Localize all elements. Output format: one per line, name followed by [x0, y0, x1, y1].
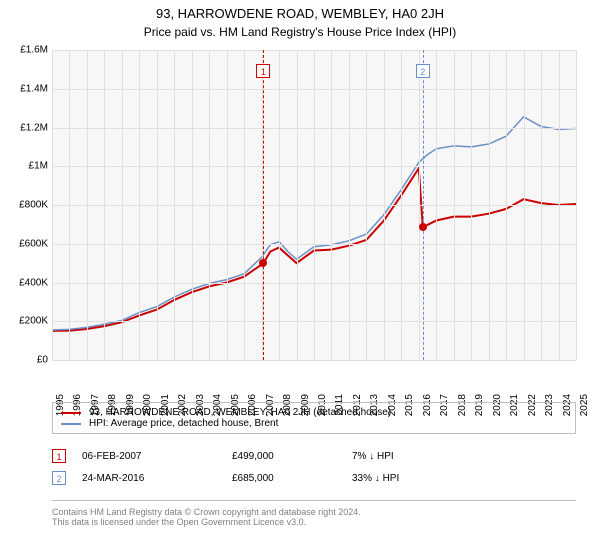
legend-item: 93, HARROWDENE ROAD, WEMBLEY, HA0 2JH (d… — [61, 407, 567, 418]
gridline-v — [506, 50, 507, 360]
gridline-v — [489, 50, 490, 360]
sales-table: 1 06-FEB-2007 £499,000 7% ↓ HPI 2 24-MAR… — [52, 445, 576, 489]
y-tick-label: £0 — [4, 355, 48, 366]
gridline-h — [52, 360, 576, 361]
sale-price: £685,000 — [232, 473, 352, 484]
marker-vline — [263, 50, 264, 360]
gridline-v — [366, 50, 367, 360]
title-block: 93, HARROWDENE ROAD, WEMBLEY, HA0 2JH Pr… — [0, 0, 600, 39]
gridline-v — [349, 50, 350, 360]
y-tick-label: £600K — [4, 238, 48, 249]
gridline-v — [331, 50, 332, 360]
gridline-v — [69, 50, 70, 360]
marker-vline — [423, 50, 424, 360]
sale-badge: 2 — [52, 471, 66, 485]
gridline-v — [139, 50, 140, 360]
footer-line: This data is licensed under the Open Gov… — [52, 517, 576, 527]
legend-swatch — [61, 423, 81, 425]
table-row: 2 24-MAR-2016 £685,000 33% ↓ HPI — [52, 467, 576, 489]
y-tick-label: £1.4M — [4, 83, 48, 94]
y-tick-label: £1.6M — [4, 45, 48, 56]
gridline-v — [419, 50, 420, 360]
gridline-v — [157, 50, 158, 360]
y-tick-label: £200K — [4, 316, 48, 327]
gridline-v — [209, 50, 210, 360]
gridline-v — [524, 50, 525, 360]
legend-item: HPI: Average price, detached house, Bren… — [61, 418, 567, 429]
y-tick-label: £1.2M — [4, 122, 48, 133]
sale-price: £499,000 — [232, 451, 352, 462]
sale-delta: 7% ↓ HPI — [352, 451, 472, 462]
gridline-v — [384, 50, 385, 360]
chart-title: 93, HARROWDENE ROAD, WEMBLEY, HA0 2JH — [0, 6, 600, 21]
gridline-v — [192, 50, 193, 360]
marker-dot — [419, 223, 427, 231]
x-tick-label: 2025 — [579, 394, 590, 416]
marker-badge: 1 — [256, 64, 270, 78]
gridline-v — [559, 50, 560, 360]
gridline-v — [401, 50, 402, 360]
legend-label: 93, HARROWDENE ROAD, WEMBLEY, HA0 2JH (d… — [89, 407, 391, 418]
gridline-v — [244, 50, 245, 360]
gridline-v — [471, 50, 472, 360]
legend-box: 93, HARROWDENE ROAD, WEMBLEY, HA0 2JH (d… — [52, 402, 576, 434]
sale-date: 06-FEB-2007 — [82, 451, 232, 462]
sale-date: 24-MAR-2016 — [82, 473, 232, 484]
legend-swatch — [61, 412, 81, 414]
footer-attribution: Contains HM Land Registry data © Crown c… — [52, 500, 576, 527]
gridline-v — [87, 50, 88, 360]
y-tick-label: £1M — [4, 161, 48, 172]
sale-badge: 1 — [52, 449, 66, 463]
gridline-v — [314, 50, 315, 360]
table-row: 1 06-FEB-2007 £499,000 7% ↓ HPI — [52, 445, 576, 467]
y-tick-label: £400K — [4, 277, 48, 288]
footer-line: Contains HM Land Registry data © Crown c… — [52, 507, 576, 517]
gridline-v — [227, 50, 228, 360]
gridline-v — [436, 50, 437, 360]
gridline-v — [52, 50, 53, 360]
gridline-v — [297, 50, 298, 360]
y-tick-label: £800K — [4, 200, 48, 211]
gridline-v — [454, 50, 455, 360]
gridline-v — [541, 50, 542, 360]
marker-dot — [259, 259, 267, 267]
legend-label: HPI: Average price, detached house, Bren… — [89, 418, 278, 429]
plot-area: 12 — [52, 50, 576, 360]
marker-badge: 2 — [416, 64, 430, 78]
gridline-v — [174, 50, 175, 360]
gridline-v — [104, 50, 105, 360]
gridline-v — [279, 50, 280, 360]
gridline-v — [122, 50, 123, 360]
chart-container: 93, HARROWDENE ROAD, WEMBLEY, HA0 2JH Pr… — [0, 0, 600, 560]
chart-subtitle: Price paid vs. HM Land Registry's House … — [0, 25, 600, 39]
sale-delta: 33% ↓ HPI — [352, 473, 472, 484]
gridline-v — [576, 50, 577, 360]
